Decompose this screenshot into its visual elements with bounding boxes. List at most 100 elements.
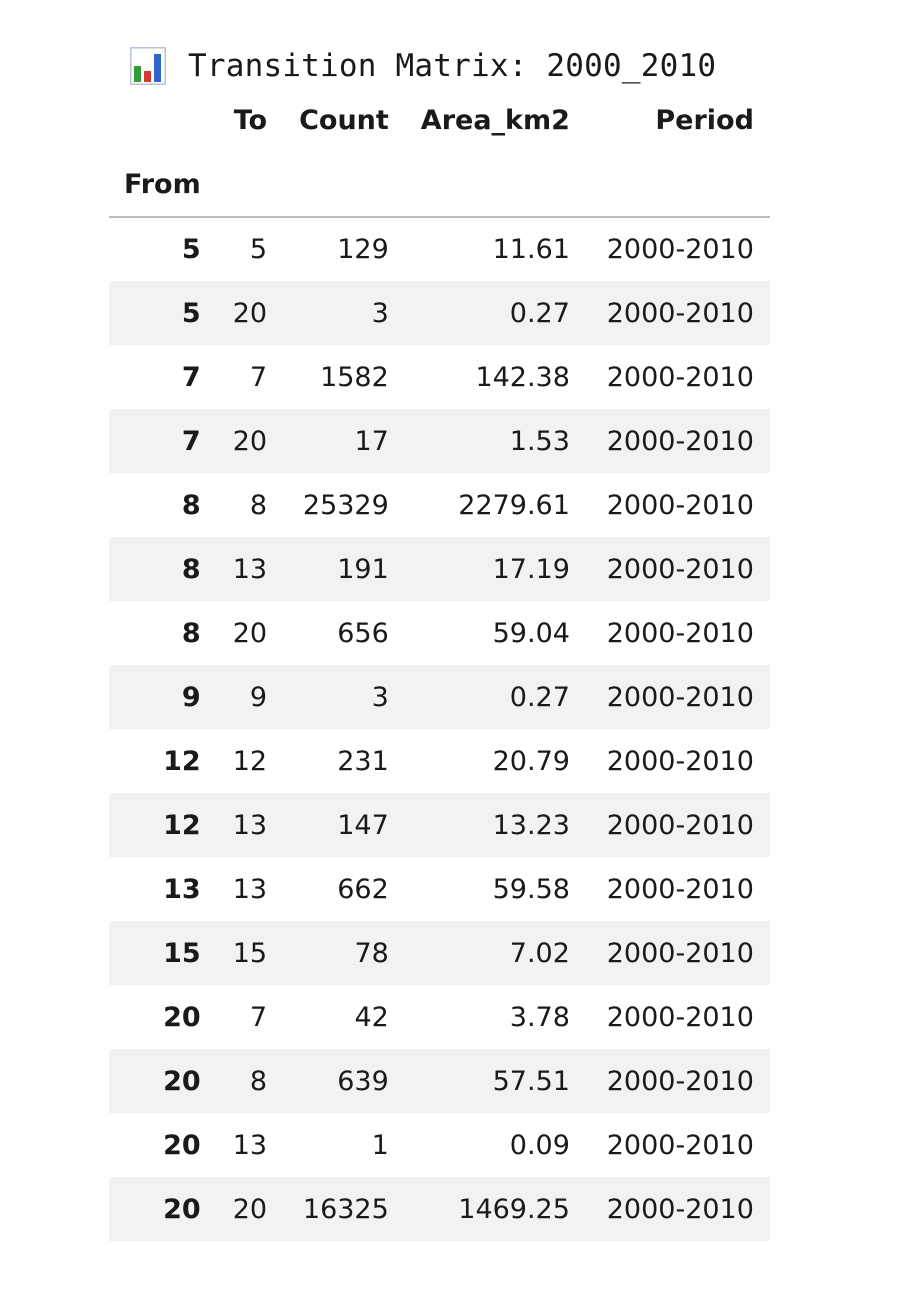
output-title: Transition Matrix: 2000_2010	[188, 48, 717, 84]
cell-to: 5	[249, 234, 268, 265]
cell-area-km2: 11.61	[492, 234, 570, 265]
cell-count: 639	[337, 1065, 389, 1097]
table-row: 5 20 3 0.27 2000-2010	[109, 281, 770, 345]
cell-to: 13	[232, 1129, 268, 1161]
cell-to: 20	[232, 297, 268, 329]
cell-period: 2000-2010	[606, 361, 754, 393]
row-index-from: 9	[181, 681, 201, 713]
row-index-from: 8	[181, 553, 201, 585]
cell-period: 2000-2010	[606, 489, 754, 521]
cell-to: 13	[232, 553, 268, 585]
cell-count: 1582	[320, 361, 389, 393]
cell-period: 2000-2010	[606, 1193, 754, 1225]
table-row: 7 7 1582 142.38 2000-2010	[109, 345, 770, 409]
cell-count: 129	[337, 234, 389, 265]
table-row: 20 20 16325 1469.25 2000-2010	[109, 1177, 770, 1241]
cell-area-km2: 0.27	[509, 297, 570, 329]
cell-to: 9	[249, 681, 268, 713]
cell-period: 2000-2010	[606, 937, 754, 969]
bar-chart-icon	[130, 47, 166, 85]
cell-area-km2: 0.27	[509, 681, 570, 713]
row-index-from: 20	[163, 1129, 201, 1161]
cell-count: 25329	[302, 489, 389, 521]
table-index-name-row: From	[109, 152, 770, 218]
cell-count: 662	[337, 873, 389, 905]
cell-to: 13	[232, 809, 268, 841]
cell-to: 15	[232, 937, 268, 969]
cell-area-km2: 7.02	[509, 937, 570, 969]
row-index-from: 12	[163, 809, 201, 841]
row-index-from: 8	[181, 617, 201, 649]
table-row: 20 8 639 57.51 2000-2010	[109, 1049, 770, 1113]
cell-to: 20	[232, 1193, 268, 1225]
table-row: 8 8 25329 2279.61 2000-2010	[109, 473, 770, 537]
index-row-blank	[216, 152, 284, 218]
cell-count: 42	[354, 1001, 389, 1033]
cell-area-km2: 1.53	[509, 425, 570, 457]
cell-period: 2000-2010	[606, 1001, 754, 1033]
row-index-from: 20	[163, 1065, 201, 1097]
cell-area-km2: 13.23	[492, 809, 570, 841]
table-row: 8 20 656 59.04 2000-2010	[109, 601, 770, 665]
cell-count: 17	[354, 425, 389, 457]
index-header-blank	[109, 88, 217, 152]
cell-area-km2: 59.04	[492, 617, 570, 649]
cell-period: 2000-2010	[606, 617, 754, 649]
cell-count: 78	[354, 937, 389, 969]
table-row: 9 9 3 0.27 2000-2010	[109, 665, 770, 729]
cell-area-km2: 57.51	[492, 1065, 570, 1097]
cell-count: 656	[337, 617, 389, 649]
cell-count: 1	[371, 1129, 389, 1161]
cell-to: 8	[249, 489, 268, 521]
index-row-blank	[283, 152, 405, 218]
cell-area-km2: 1469.25	[458, 1193, 570, 1225]
cell-period: 2000-2010	[606, 425, 754, 457]
transition-matrix-table: To Count Area_km2 Period From 5 5 129 11.61…	[109, 88, 770, 1241]
column-header-area-km2: Area_km2	[420, 104, 570, 136]
cell-area-km2: 3.78	[509, 1001, 570, 1033]
cell-period: 2000-2010	[606, 234, 754, 265]
cell-to: 7	[249, 1001, 268, 1033]
row-index-from: 12	[163, 745, 201, 777]
index-name-from: From	[109, 152, 217, 218]
cell-area-km2: 2279.61	[458, 489, 570, 521]
output-title-line: Transition Matrix: 2000_2010	[130, 44, 716, 88]
cell-count: 3	[371, 681, 389, 713]
row-index-from: 8	[181, 489, 201, 521]
cell-count: 191	[337, 553, 389, 585]
cell-to: 20	[232, 425, 268, 457]
cell-to: 12	[232, 745, 268, 777]
cell-to: 7	[249, 361, 268, 393]
table-row: 20 7 42 3.78 2000-2010	[109, 985, 770, 1049]
table-row: 8 13 191 17.19 2000-2010	[109, 537, 770, 601]
cell-count: 147	[337, 809, 389, 841]
cell-period: 2000-2010	[606, 553, 754, 585]
table-row: 7 20 17 1.53 2000-2010	[109, 409, 770, 473]
cell-count: 3	[371, 297, 389, 329]
row-index-from: 7	[181, 425, 201, 457]
row-index-from: 5	[181, 234, 201, 265]
cell-period: 2000-2010	[606, 1065, 754, 1097]
index-row-blank	[404, 152, 586, 218]
column-header-count: Count	[299, 104, 389, 136]
table-row: 5 5 129 11.61 2000-2010	[109, 217, 770, 281]
index-row-blank	[585, 152, 770, 218]
row-index-from: 7	[181, 361, 201, 393]
cell-count: 231	[337, 745, 389, 777]
cell-to: 20	[232, 617, 268, 649]
row-index-from: 20	[163, 1193, 201, 1225]
table-row: 20 13 1 0.09 2000-2010	[109, 1113, 770, 1177]
row-index-from: 15	[163, 937, 201, 969]
cell-area-km2: 20.79	[492, 745, 570, 777]
table-row: 13 13 662 59.58 2000-2010	[109, 857, 770, 921]
table-row: 12 12 231 20.79 2000-2010	[109, 729, 770, 793]
column-header-period: Period	[655, 104, 754, 136]
cell-period: 2000-2010	[606, 873, 754, 905]
table-row: 15 15 78 7.02 2000-2010	[109, 921, 770, 985]
cell-to: 13	[232, 873, 268, 905]
cell-area-km2: 59.58	[492, 873, 570, 905]
row-index-from: 13	[163, 873, 201, 905]
column-header-to: To	[233, 104, 268, 136]
table-column-header-row: To Count Area_km2 Period	[109, 88, 770, 152]
cell-period: 2000-2010	[606, 681, 754, 713]
